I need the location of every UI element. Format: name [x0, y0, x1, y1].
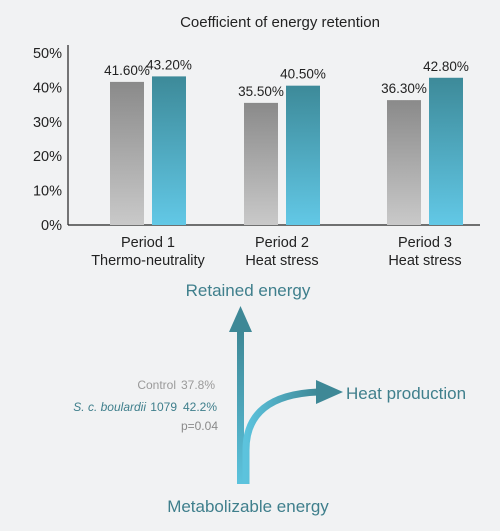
treatment-value: 42.2% [183, 400, 217, 414]
y-tick-label: 40% [33, 80, 62, 96]
p-value: p=0.04 [181, 419, 218, 433]
y-tick-label: 30% [33, 115, 62, 131]
y-tick-label: 0% [41, 218, 62, 234]
retained-arrow-head [229, 306, 252, 332]
bar-control-period-1 [110, 81, 144, 225]
bar-control-period-2 [244, 102, 278, 225]
bar-value-label: 43.20% [146, 57, 192, 72]
bars [110, 76, 463, 226]
y-ticks: 0% 10% 20% 30% 40% 50% [33, 46, 62, 234]
y-tick-label: 20% [33, 149, 62, 165]
bar-value-label: 41.60% [104, 63, 150, 78]
retained-arrow-shaft [237, 332, 244, 484]
control-label: Control [137, 378, 176, 392]
energy-flow-diagram: Retained energy Heat production Metaboli… [73, 281, 466, 516]
heat-production-label: Heat production [346, 384, 466, 403]
category-label: Heat stress [388, 253, 461, 269]
heat-arrow-head [316, 380, 343, 404]
chart-title: Coefficient of energy retention [180, 14, 380, 31]
category-label: Thermo-neutrality [91, 253, 205, 269]
category-label: Period 2 [255, 235, 309, 251]
bar-value-label: 42.80% [423, 59, 469, 74]
y-tick-label: 10% [33, 184, 62, 200]
bar-treatment-period-3 [429, 77, 463, 225]
category-label: Heat stress [245, 253, 318, 269]
treatment-label: S. c. boulardii [73, 400, 146, 414]
bar-treatment-period-1 [152, 76, 186, 225]
bar-control-period-3 [387, 100, 421, 225]
y-tick-label: 50% [33, 46, 62, 62]
heat-arrow-shaft [242, 388, 319, 484]
bar-value-label: 36.30% [381, 81, 427, 96]
bar-value-label: 40.50% [280, 67, 326, 82]
metabolizable-energy-label: Metabolizable energy [167, 497, 329, 516]
treatment-code: 1079 [150, 400, 177, 414]
category-label: Period 1 [121, 235, 175, 251]
control-value: 37.8% [181, 378, 215, 392]
category-label: Period 3 [398, 235, 452, 251]
category-labels: Period 1 Thermo-neutrality Period 2 Heat st… [91, 235, 461, 269]
retained-energy-label: Retained energy [186, 281, 311, 300]
bar-value-label: 35.50% [238, 84, 284, 99]
bar-treatment-period-2 [286, 85, 320, 226]
data-labels: 41.60%43.20% 35.50% 40.50% 36.30% 42.80% [104, 57, 469, 98]
